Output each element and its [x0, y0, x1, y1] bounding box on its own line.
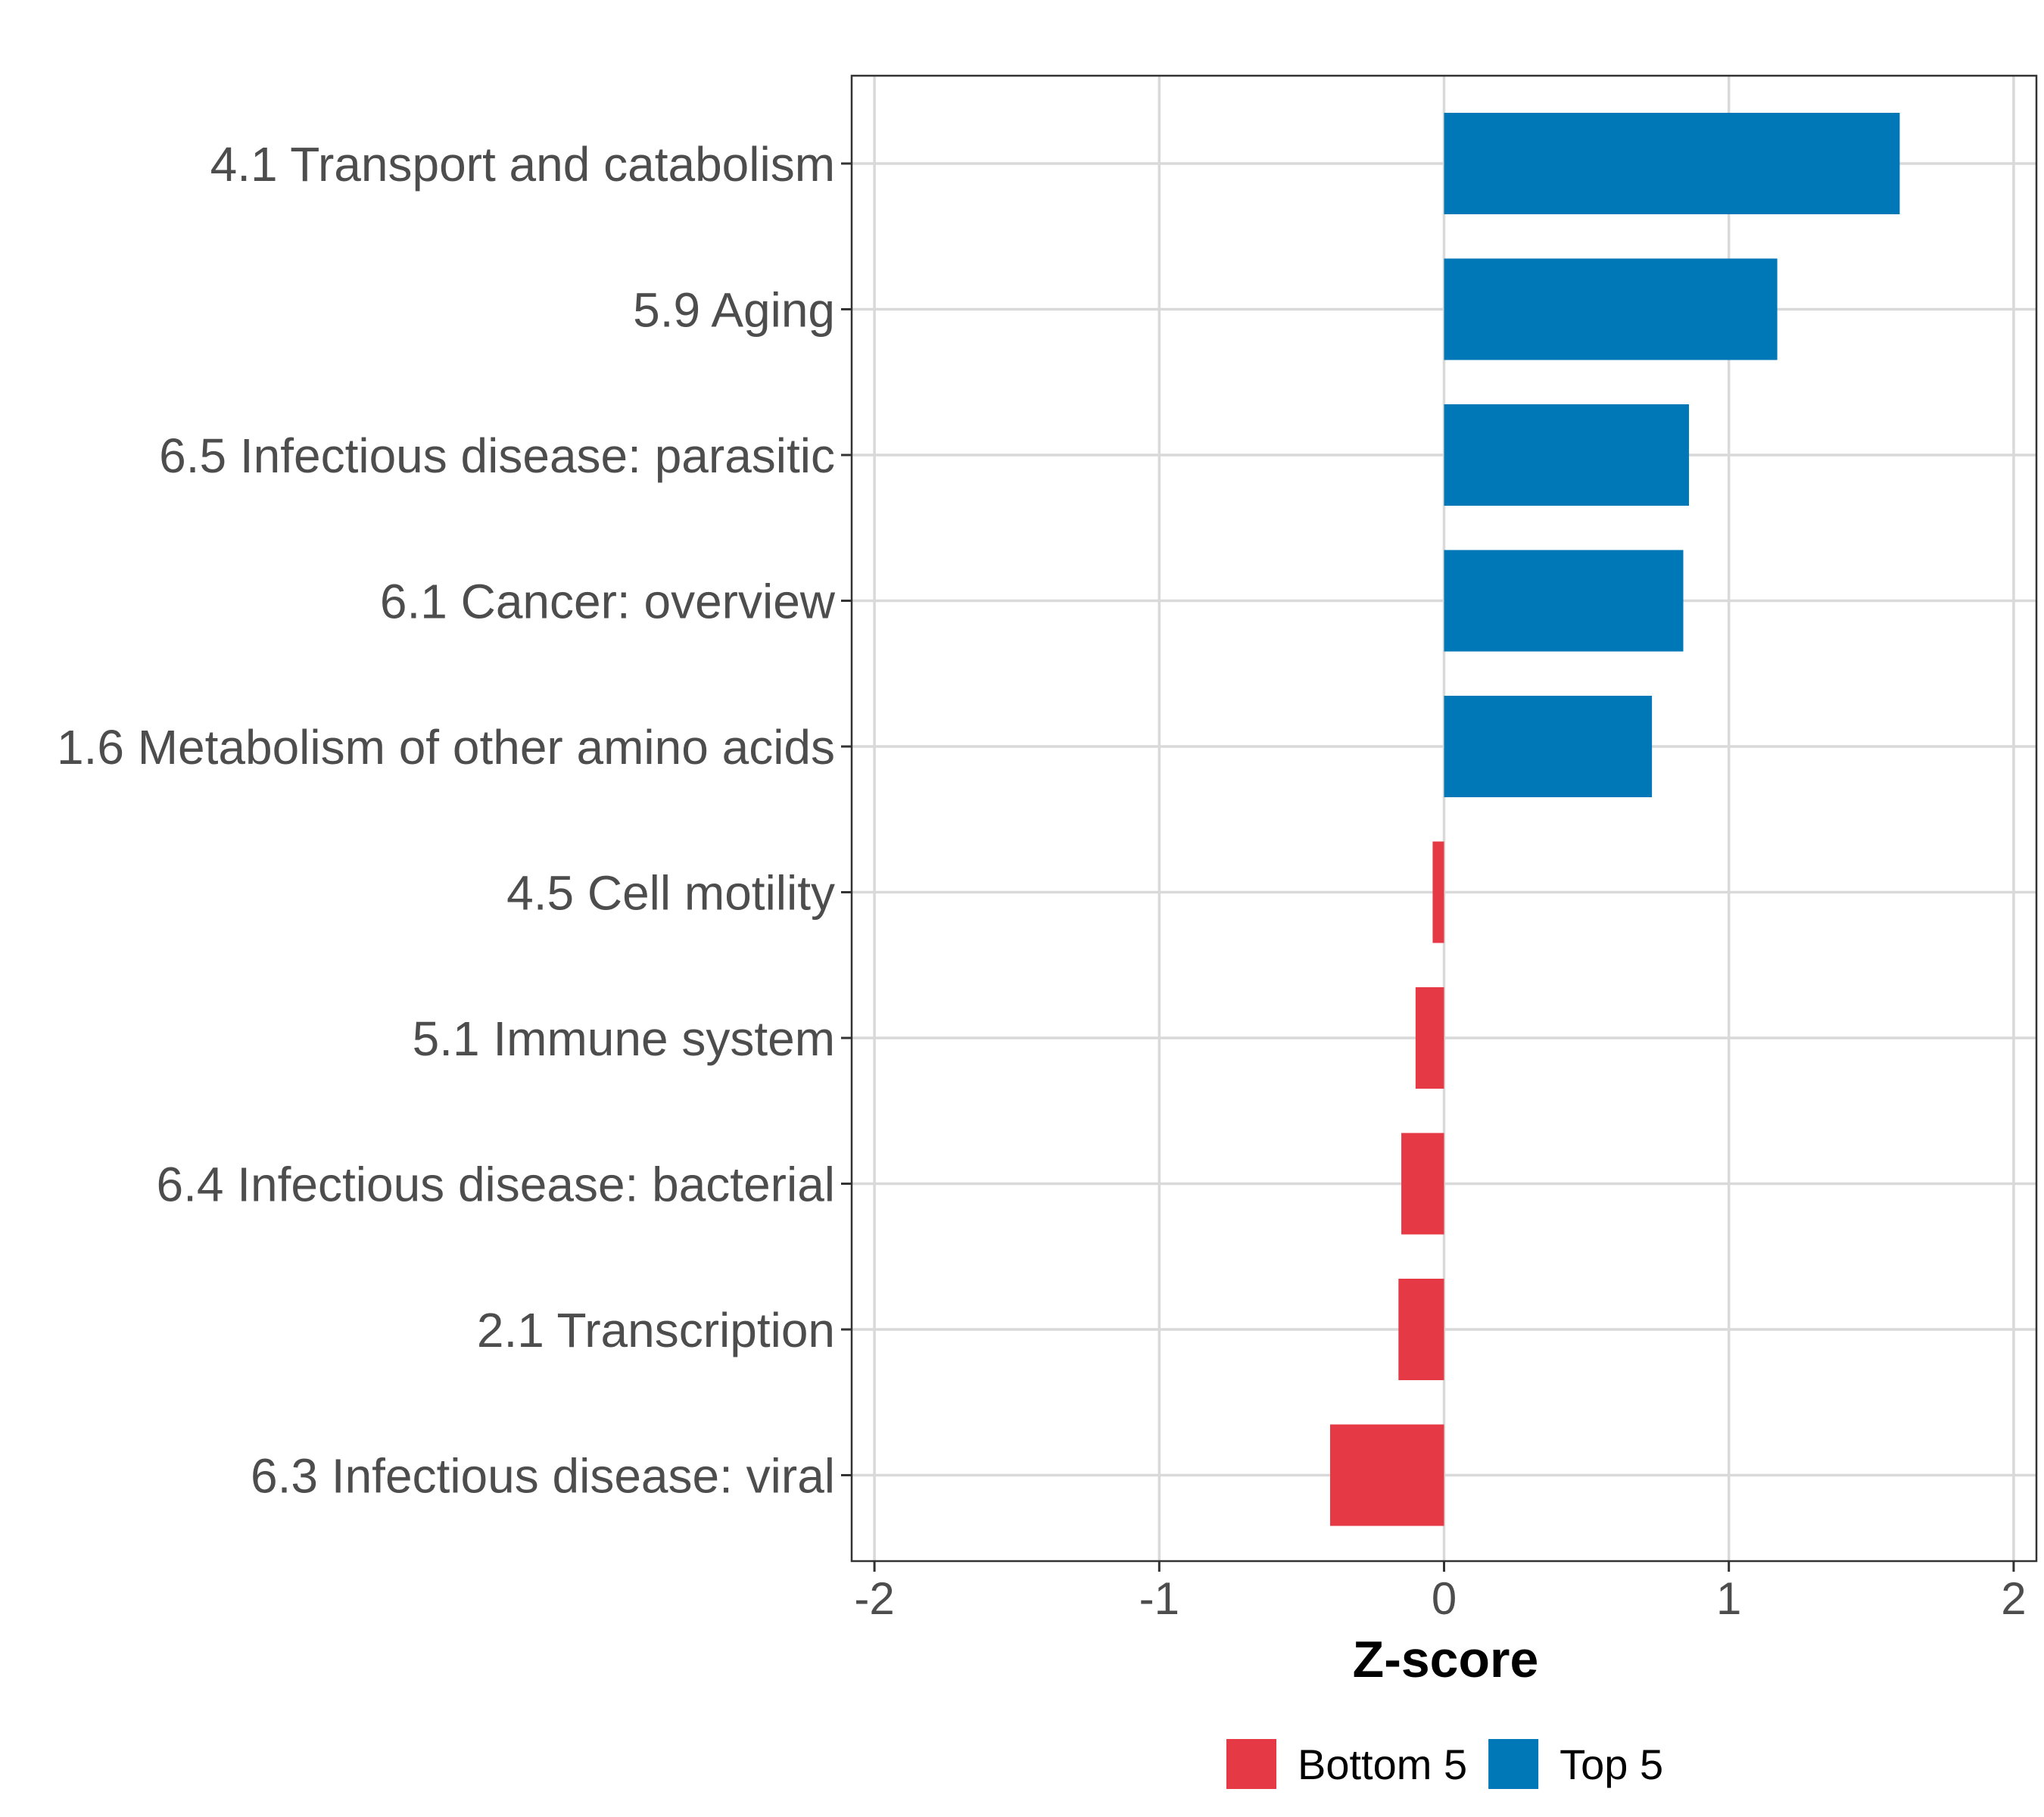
y-tick-label: 2.1 Transcription — [477, 1303, 835, 1357]
legend-label: Bottom 5 — [1298, 1741, 1467, 1788]
bar-6 — [1432, 841, 1444, 943]
y-tick-label: 4.1 Transport and catabolism — [210, 137, 835, 192]
legend-label: Top 5 — [1559, 1741, 1663, 1788]
x-axis-title: Z-score — [1353, 1631, 1539, 1688]
x-axis: -2 -1 0 1 2 — [854, 1561, 2027, 1624]
x-tick-label: 2 — [2001, 1573, 2026, 1624]
bars — [1330, 113, 1900, 1526]
y-tick-label: 6.3 Infectious disease: viral — [251, 1449, 835, 1504]
y-tick-label: 5.1 Immune system — [413, 1011, 835, 1066]
bar-8 — [1401, 1133, 1444, 1235]
x-tick-label: 0 — [1432, 1573, 1457, 1624]
y-tick-label: 6.1 Cancer: overview — [380, 575, 836, 629]
legend-key-2 — [1488, 1739, 1539, 1789]
bar-5 — [1444, 696, 1653, 797]
bar-7 — [1415, 987, 1444, 1089]
bar-4 — [1444, 550, 1684, 652]
y-tick-label: 5.9 Aging — [633, 283, 835, 338]
bar-3 — [1444, 404, 1690, 506]
legend: Bottom 5 Top 5 — [1226, 1739, 1663, 1789]
bar-2 — [1444, 258, 1778, 360]
y-tick-label: 6.4 Infectious disease: bacterial — [156, 1158, 835, 1212]
bar-1 — [1444, 113, 1900, 214]
x-tick-label: -2 — [854, 1573, 894, 1624]
x-tick-label: 1 — [1716, 1573, 1741, 1624]
bar-9 — [1398, 1279, 1444, 1380]
y-tick-label: 4.5 Cell motility — [506, 866, 835, 921]
legend-key-1 — [1226, 1739, 1276, 1789]
y-tick-label: 6.5 Infectious disease: parasitic — [159, 429, 835, 483]
y-axis: 4.1 Transport and catabolism 5.9 Aging 6.5… — [57, 137, 852, 1504]
x-tick-label: -1 — [1139, 1573, 1179, 1624]
y-tick-label: 1.6 Metabolism of other amino acids — [57, 720, 835, 774]
bar-10 — [1330, 1424, 1444, 1526]
